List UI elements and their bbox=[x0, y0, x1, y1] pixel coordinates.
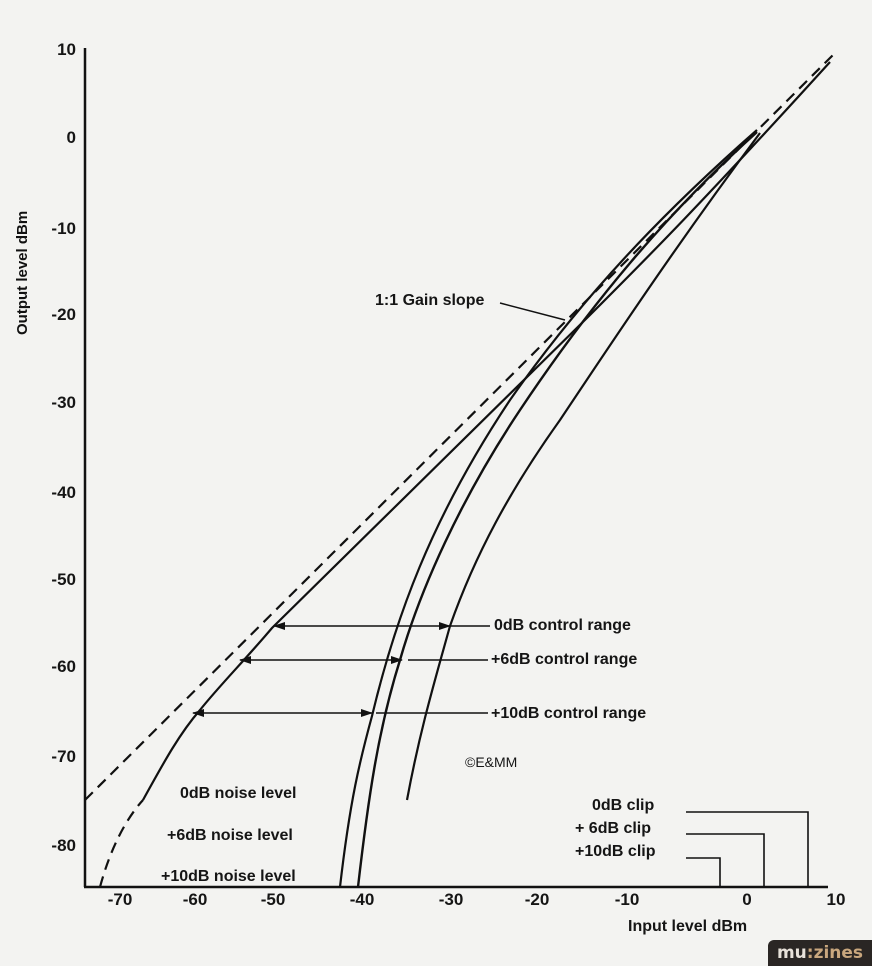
control-range-arrows bbox=[192, 622, 490, 717]
clip-0db-bracket bbox=[686, 811, 809, 887]
noise-level-10db-label: +10dB noise level bbox=[161, 868, 296, 885]
gain-slope-label: 1:1 Gain slope bbox=[375, 292, 485, 309]
control-range-10db-label: +10dB control range bbox=[491, 705, 647, 722]
y-tick-minus60: -60 bbox=[51, 657, 76, 676]
y-tick-minus40: -40 bbox=[51, 483, 76, 502]
noise-level-6db-label: +6dB noise level bbox=[167, 827, 293, 844]
curve-0db bbox=[405, 132, 761, 801]
axes bbox=[83, 48, 828, 889]
clip-0db-label: 0dB clip bbox=[592, 797, 655, 814]
noise-floor-curve-dashed bbox=[98, 799, 144, 888]
copyright-label: ©E&MM bbox=[465, 754, 518, 770]
clip-6db-label: + 6dB clip bbox=[575, 820, 652, 837]
x-axis-title: Input level dBm bbox=[628, 918, 748, 935]
noise-level-0db-label: 0dB noise level bbox=[180, 785, 297, 802]
gain-slope-leader bbox=[499, 302, 566, 321]
y-tick-minus70: -70 bbox=[51, 747, 76, 766]
clip-10db-label: +10dB clip bbox=[575, 843, 656, 860]
muzines-watermark: mu:zines bbox=[768, 940, 872, 966]
y-tick-minus30: -30 bbox=[51, 393, 76, 412]
x-tick-minus30: -30 bbox=[438, 890, 464, 909]
y-tick-minus10: -10 bbox=[51, 219, 76, 238]
x-tick-minus40: -40 bbox=[349, 890, 375, 909]
x-tick-minus70: -70 bbox=[107, 890, 133, 909]
x-tick-minus60: -60 bbox=[182, 890, 208, 909]
curve-plus6db bbox=[356, 131, 758, 888]
x-tick-10: 10 bbox=[826, 890, 846, 909]
clip-6db-bracket bbox=[686, 833, 765, 887]
x-tick-minus50: -50 bbox=[260, 890, 286, 909]
x-tick-minus10: -10 bbox=[614, 890, 640, 909]
watermark-text-b: :zines bbox=[806, 943, 864, 963]
y-axis-title: Output level dBm bbox=[14, 210, 31, 335]
y-tick-minus80: -80 bbox=[51, 836, 76, 855]
control-range-0db-label: 0dB control range bbox=[494, 617, 631, 634]
y-tick-minus20: -20 bbox=[51, 305, 76, 324]
clip-markers bbox=[686, 811, 809, 887]
noise-floor-curve bbox=[142, 61, 831, 801]
control-range-6db-label: +6dB control range bbox=[491, 651, 638, 668]
curve-plus10db bbox=[338, 129, 758, 888]
y-tick-minus50: -50 bbox=[51, 570, 76, 589]
y-tick-0: 0 bbox=[66, 128, 76, 147]
watermark-text-a: mu bbox=[776, 943, 807, 963]
x-tick-0: 0 bbox=[742, 890, 752, 909]
x-tick-minus20: -20 bbox=[524, 890, 550, 909]
y-tick-10: 10 bbox=[57, 40, 76, 59]
clip-10db-bracket bbox=[686, 857, 721, 887]
